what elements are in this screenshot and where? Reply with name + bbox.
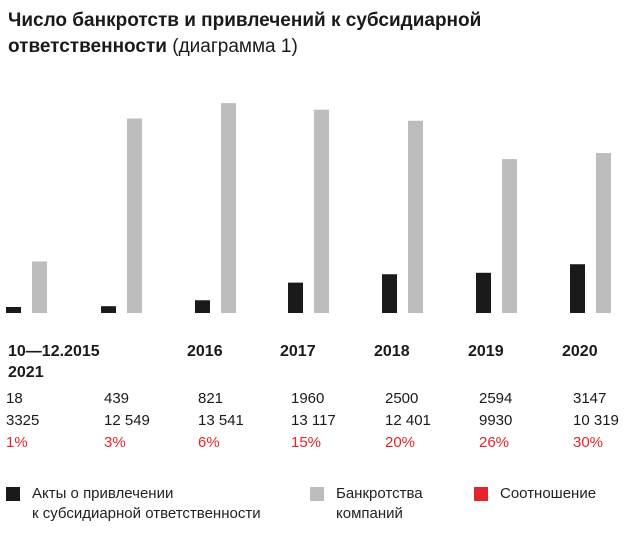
ratio-value-0: 1%: [6, 434, 28, 451]
bankruptcies-value-0: 3325: [6, 412, 40, 429]
bar-acts-1: [101, 306, 116, 313]
acts-value-1: 439: [104, 390, 130, 407]
ratio-value-2: 6%: [198, 434, 220, 451]
bankruptcies-value-1: 12 549: [104, 412, 150, 429]
bar-acts-6: [570, 264, 585, 313]
bar-acts-0: [6, 307, 21, 313]
bankruptcies-value-3: 13 117: [291, 412, 336, 429]
acts-value-2: 821: [198, 390, 224, 407]
legend-swatch-bankruptcies: [310, 487, 324, 501]
bar-acts-3: [288, 282, 303, 313]
year-label-5: 2020: [562, 343, 598, 360]
ratio-value-4: 20%: [385, 434, 416, 451]
year-label-2: 2017: [280, 343, 316, 360]
bankruptcies-value-2: 13 541: [198, 412, 244, 429]
bar-acts-2: [195, 300, 210, 313]
year-label-0: 10—12.2015: [8, 343, 100, 360]
acts-value-6: 3147: [573, 390, 607, 407]
acts-value-4: 2500: [385, 390, 419, 407]
bar-bankruptcies-4: [408, 120, 423, 313]
legend-label-bankruptcies-line1: Банкротства: [336, 485, 423, 502]
bankruptcies-value-5: 9930: [479, 412, 513, 429]
chart-title-note: (диаграмма 1): [172, 36, 298, 57]
bar-bankruptcies-1: [127, 118, 142, 313]
bar-acts-4: [382, 274, 397, 313]
bankruptcies-value-4: 12 401: [385, 412, 431, 429]
legend-label-ratio: Соотношение: [500, 485, 597, 502]
ratio-value-1: 3%: [104, 434, 126, 451]
acts-value-3: 1960: [291, 390, 325, 407]
year-label-6: 2021: [8, 364, 44, 381]
year-label-4: 2019: [468, 343, 504, 360]
chart-title-main: Число банкротств и привлечений к субсиди…: [8, 10, 482, 57]
legend-label-acts-line1: Акты о привлечении: [32, 485, 174, 502]
ratio-value-6: 30%: [573, 434, 604, 451]
bankruptcies-value-6: 10 319: [573, 412, 619, 429]
bar-bankruptcies-0: [32, 261, 47, 313]
bar-bankruptcies-5: [502, 159, 517, 313]
legend-label-bankruptcies-line2: компаний: [336, 505, 403, 522]
acts-value-5: 2594: [479, 390, 513, 407]
legend-swatch-ratio: [474, 487, 488, 501]
acts-value-0: 18: [6, 390, 23, 407]
bar-bankruptcies-2: [221, 103, 236, 313]
ratio-value-5: 26%: [479, 434, 510, 451]
legend-swatch-acts: [6, 487, 20, 501]
year-label-1: 2016: [187, 343, 223, 360]
year-label-3: 2018: [374, 343, 410, 360]
chart-title: Число банкротств и привлечений к субсиди…: [8, 8, 628, 60]
bar-bankruptcies-6: [596, 153, 611, 313]
legend-label-acts-line2: к субсидиарной ответственности: [32, 505, 261, 522]
bar-bankruptcies-3: [314, 109, 329, 314]
ratio-value-3: 15%: [291, 434, 322, 451]
bar-acts-5: [476, 272, 491, 313]
